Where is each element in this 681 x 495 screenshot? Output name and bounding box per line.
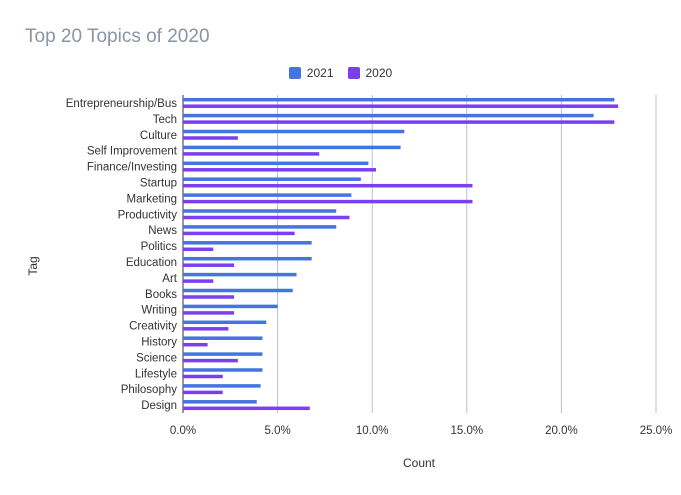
x-tick-label: 20.0% — [545, 425, 578, 437]
bar-2021[interactable] — [183, 304, 278, 309]
legend-swatch-2020 — [347, 67, 360, 79]
bar-2020[interactable] — [183, 358, 238, 363]
bar-2021[interactable] — [183, 145, 401, 150]
bar-2021[interactable] — [183, 384, 261, 388]
bar-2020[interactable] — [183, 231, 295, 236]
legend-item-2021[interactable]: 2021 — [288, 64, 334, 82]
y-tick-label: Startup — [140, 177, 177, 189]
x-tick-label: 25.0% — [640, 425, 673, 437]
y-tick-label: Marketing — [127, 193, 178, 205]
bar-2020[interactable] — [183, 311, 235, 315]
legend: 2021 2020 — [0, 64, 681, 82]
y-tick-label: Science — [136, 352, 177, 364]
bar-2020[interactable] — [183, 374, 223, 379]
legend-label-2021: 2021 — [306, 66, 334, 80]
bar-2020[interactable] — [183, 279, 214, 283]
y-tick-label: Art — [162, 273, 178, 285]
bar-2021[interactable] — [183, 129, 405, 134]
y-tick-label: Education — [126, 257, 177, 269]
x-tick-label: 10.0% — [356, 425, 389, 437]
bar-2021[interactable] — [183, 241, 312, 245]
chart-title: Top 20 Topics of 2020 — [25, 26, 210, 47]
y-tick-label: News — [148, 225, 177, 237]
bar-2021[interactable] — [183, 320, 267, 325]
y-tick-label: Entrepreneurship/Bus — [66, 98, 177, 110]
y-tick-label: Lifestyle — [135, 368, 177, 380]
bar-2020[interactable] — [183, 136, 238, 140]
y-tick-label: Creativity — [129, 321, 177, 333]
x-tick-label: 15.0% — [450, 425, 483, 437]
bar-2020[interactable] — [183, 263, 235, 267]
y-tick-label: Philosophy — [121, 384, 178, 396]
legend-item-2020[interactable]: 2020 — [347, 64, 393, 82]
bar-2021[interactable] — [183, 225, 337, 229]
bar-2021[interactable] — [183, 97, 615, 102]
bar-2021[interactable] — [183, 336, 263, 340]
y-tick-label: Tech — [153, 114, 177, 126]
bar-2020[interactable] — [183, 215, 350, 220]
bar-2021[interactable] — [183, 256, 312, 261]
y-axis-title: Tag — [26, 256, 40, 275]
bar-2020[interactable] — [183, 104, 619, 108]
y-tick-label: Writing — [141, 305, 177, 317]
x-tick-label: 5.0% — [264, 425, 290, 437]
bar-2021[interactable] — [183, 209, 337, 213]
bar-2020[interactable] — [183, 406, 310, 411]
bar-2021[interactable] — [183, 288, 293, 293]
bar-2020[interactable] — [183, 168, 376, 172]
bar-2021[interactable] — [183, 113, 594, 118]
bar-2020[interactable] — [183, 120, 615, 124]
y-tick-label: Politics — [141, 241, 178, 253]
bar-2020[interactable] — [183, 199, 473, 204]
legend-label-2020: 2020 — [365, 66, 393, 80]
bar-2020[interactable] — [183, 247, 214, 252]
x-tick-label: 0.0% — [170, 425, 196, 437]
y-tick-label: Books — [145, 289, 177, 301]
y-tick-label: Finance/Investing — [87, 162, 177, 174]
bar-2021[interactable] — [183, 177, 361, 181]
legend-swatch-2021 — [288, 67, 301, 79]
bar-layer — [183, 97, 619, 411]
y-tick-label: Culture — [140, 130, 177, 142]
bar-2020[interactable] — [183, 342, 208, 347]
bar-2021[interactable] — [183, 400, 257, 404]
label-layer: 0.0% 5.0% 10.0% 15.0% 20.0% 25.0% Entrepreneur… — [66, 98, 673, 437]
bar-2021[interactable] — [183, 352, 263, 356]
grid-layer — [182, 95, 657, 413]
bar-2020[interactable] — [183, 183, 473, 188]
y-tick-label: Self Improvement — [87, 146, 178, 158]
bar-2020[interactable] — [183, 327, 229, 331]
bar-2020[interactable] — [183, 295, 235, 299]
bar-2020[interactable] — [183, 152, 320, 156]
bar-2021[interactable] — [183, 161, 369, 166]
x-axis-title: Count — [403, 456, 436, 470]
y-tick-label: Design — [141, 400, 177, 412]
bar-2021[interactable] — [183, 193, 352, 197]
y-tick-label: History — [141, 336, 177, 348]
y-tick-label: Productivity — [118, 209, 178, 221]
bar-2020[interactable] — [183, 390, 223, 395]
bar-2021[interactable] — [183, 368, 263, 372]
bar-2021[interactable] — [183, 272, 297, 277]
